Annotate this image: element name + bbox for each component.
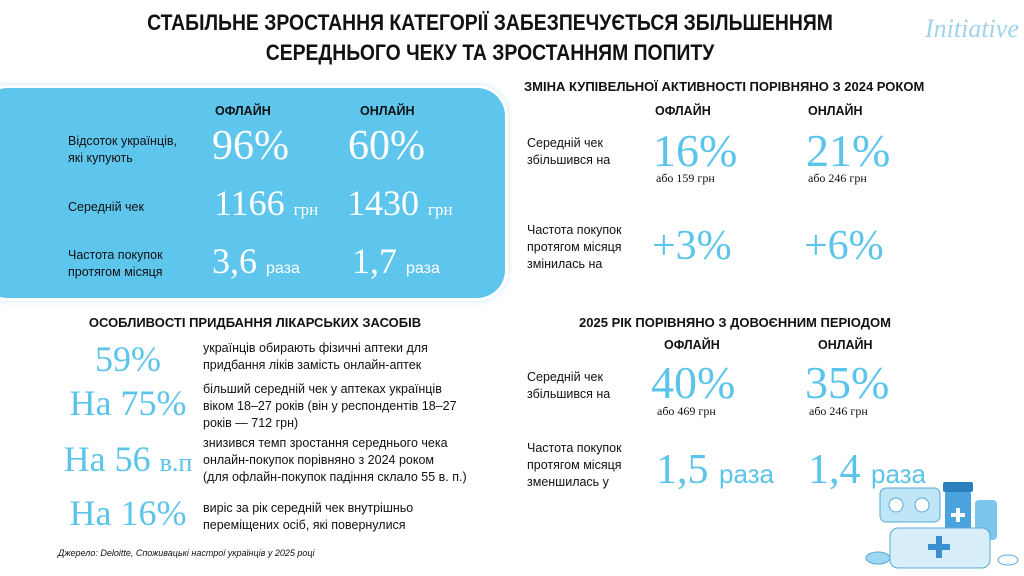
feature-value: На 56 в.п	[28, 438, 228, 480]
row-label: Середній чек збільшився на	[527, 135, 610, 169]
summary-panel	[0, 88, 505, 298]
text-line: онлайн-покупок порівняно з 2024 роком	[203, 453, 435, 467]
value-unit: раза	[719, 459, 775, 489]
title-line: СТАБІЛЬНЕ ЗРОСТАННЯ КАТЕГОРІЇ ЗАБЕЗПЕЧУЄ…	[147, 10, 833, 35]
value-unit: раза	[266, 260, 300, 277]
source: Джерело: Deloitte, Споживацькі настрої у…	[58, 548, 315, 558]
logo: Initiative	[925, 14, 1019, 43]
title-line: СЕРЕДНЬОГО ЧЕКУ ТА ЗРОСТАННЯМ ПОПИТУ	[265, 40, 715, 65]
value: 16%	[653, 125, 738, 176]
pill	[997, 554, 1019, 566]
value-number: 3,6	[212, 241, 257, 281]
label-line: протягом місяця	[527, 240, 622, 254]
pill	[888, 497, 904, 513]
text-line: більший середній чек у аптеках українців	[203, 382, 442, 396]
cross	[928, 544, 950, 550]
value-unit: раза	[871, 459, 927, 489]
value-note: або 246 грн	[808, 171, 867, 185]
pill	[865, 551, 891, 565]
column-header: ОФЛАЙН	[664, 338, 720, 352]
medicine-illustration	[865, 482, 1019, 569]
label-line: Середній чек	[527, 136, 603, 150]
label-line: збільшився на	[527, 153, 611, 167]
feature-text: більший середній чек у аптеках українців…	[203, 381, 457, 432]
label-line: Частота покупок	[68, 248, 163, 262]
row-label: Частота покупок протягом місяця зменшилась…	[527, 440, 622, 491]
row-label: Середній чек збільшився на	[527, 369, 610, 403]
value-number: 1,4	[808, 447, 861, 493]
value: 3,6 раза	[212, 240, 300, 282]
row-label: Відсоток українців, які купують	[68, 133, 177, 167]
label-line: які купують	[68, 151, 133, 165]
value: 60%	[348, 123, 425, 169]
bottle-cap	[943, 482, 973, 492]
value: 40%	[651, 357, 736, 408]
feature-value: На 16%	[69, 493, 187, 533]
value-note: або 246 грн	[809, 404, 868, 418]
text-line: віком 18–27 років (він у респондентів 18…	[203, 399, 457, 413]
section-title: 2025 РІК ПОРІВНЯНО З ДОВОЄННИМ ПЕРІОДОМ	[579, 315, 891, 330]
value: +6%	[804, 223, 884, 269]
label-line: Відсоток українців,	[68, 134, 178, 148]
value: 1166 грн	[214, 182, 318, 224]
text-line: (для офлайн-покупок падіння склало 55 в.…	[203, 470, 467, 484]
pill	[914, 497, 930, 513]
text-line: переміщених осіб, які повернулися	[203, 518, 406, 532]
label-line: зменшилась у	[527, 475, 609, 489]
value: 21%	[806, 125, 891, 176]
value: 1,7 раза	[352, 240, 440, 282]
value: 96%	[212, 123, 289, 169]
feature-text: українців обирають фізичні аптеки для при…	[203, 340, 428, 374]
label-line: Середній чек	[527, 370, 603, 384]
value-unit: раза	[406, 260, 440, 277]
value-number: 1,5	[656, 447, 709, 493]
blister	[879, 487, 941, 523]
text-line: знизився темп зростання середнього чека	[203, 436, 448, 450]
column-header: ОНЛАЙН	[808, 104, 863, 118]
value-note: або 469 грн	[657, 404, 716, 418]
label-line: протягом місяця	[68, 265, 163, 279]
text-line: виріс за рік середній чек внутрішньо	[203, 501, 414, 515]
label-line: Середній чек	[68, 200, 144, 214]
column-header: ОНЛАЙН	[818, 338, 873, 352]
value: 35%	[805, 357, 890, 408]
feature-value: На 75%	[69, 383, 187, 423]
cross	[951, 513, 965, 517]
value: 1430 грн	[347, 182, 453, 224]
column-header: ОФЛАЙН	[655, 104, 711, 118]
row-label: Частота покупок протягом місяця	[68, 247, 163, 281]
value-unit: грн	[293, 200, 319, 219]
value-unit: грн	[428, 200, 453, 219]
value-number: 1166	[214, 183, 285, 223]
row-label: Частота покупок протягом місяця змінилась …	[527, 222, 622, 273]
column-header: ОНЛАЙН	[360, 104, 415, 118]
text-line: українців обирають фізичні аптеки для	[203, 341, 428, 355]
label-line: збільшився на	[527, 387, 611, 401]
feature-value: 59%	[95, 339, 161, 379]
value-number: 1430	[347, 183, 419, 223]
value: 1,5 раза	[656, 446, 774, 494]
value-unit: в.п	[159, 448, 193, 477]
text-line: придбання ліків замість онлайн-аптек	[203, 358, 422, 372]
label-line: змінилась на	[527, 257, 603, 271]
section-title: ОСОБЛИВОСТІ ПРИДБАННЯ ЛІКАРСЬКИХ ЗАСОБІВ	[88, 315, 422, 330]
feature-text: знизився темп зростання середнього чека о…	[203, 435, 467, 486]
label-line: протягом місяця	[527, 458, 622, 472]
value-number: На 56	[63, 439, 151, 479]
value-number: 1,7	[352, 241, 397, 281]
row-label: Середній чек	[68, 199, 144, 216]
value: 1,4 раза	[808, 446, 926, 494]
value-note: або 159 грн	[656, 171, 715, 185]
feature-text: виріс за рік середній чек внутрішньо пере…	[203, 500, 413, 534]
label-line: Частота покупок	[527, 441, 622, 455]
text-line: років — 712 грн)	[203, 416, 299, 430]
column-header: ОФЛАЙН	[215, 104, 271, 118]
value: +3%	[652, 223, 732, 269]
section-title: ЗМІНА КУПІВЕЛЬНОЇ АКТИВНОСТІ ПОРІВНЯНО З…	[524, 79, 925, 94]
label-line: Частота покупок	[527, 223, 622, 237]
